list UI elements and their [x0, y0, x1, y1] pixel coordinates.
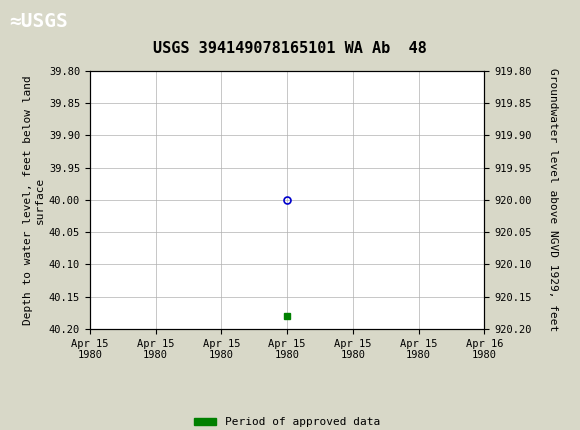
- Legend: Period of approved data: Period of approved data: [190, 413, 385, 430]
- Text: USGS 394149078165101 WA Ab  48: USGS 394149078165101 WA Ab 48: [153, 41, 427, 56]
- Text: ≈USGS: ≈USGS: [9, 12, 67, 31]
- Y-axis label: Depth to water level, feet below land
surface: Depth to water level, feet below land su…: [23, 75, 45, 325]
- Y-axis label: Groundwater level above NGVD 1929, feet: Groundwater level above NGVD 1929, feet: [548, 68, 558, 332]
